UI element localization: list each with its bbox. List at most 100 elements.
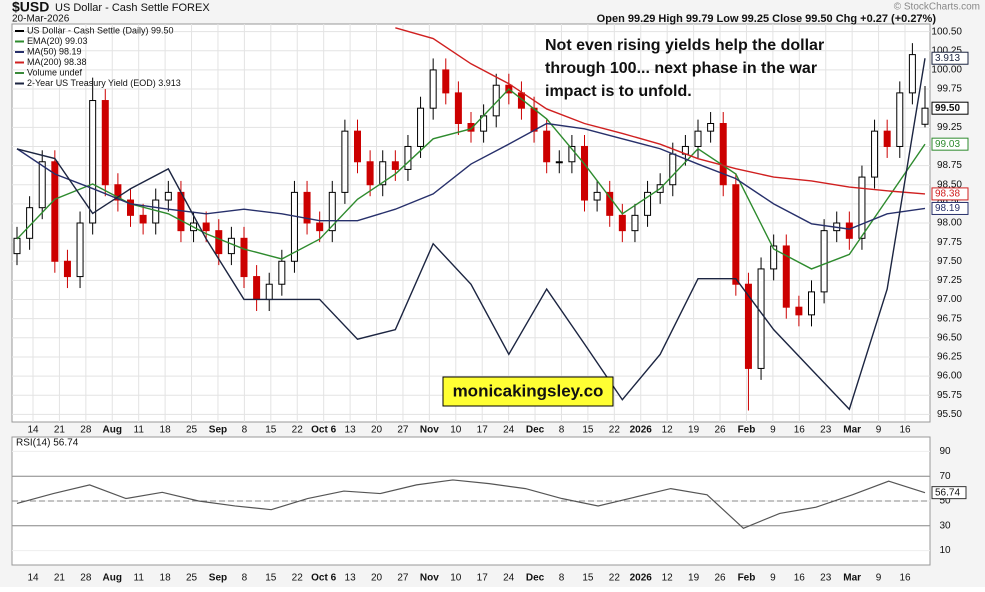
candle-body bbox=[391, 161, 399, 170]
x-tick-label: Feb bbox=[738, 573, 756, 584]
last-value-box bbox=[931, 51, 969, 65]
candle-body bbox=[240, 237, 248, 278]
candle-body bbox=[631, 214, 639, 232]
x-tick-label: 26 bbox=[714, 573, 726, 584]
y-tick-label: 100.50 bbox=[931, 26, 962, 37]
last-value-box bbox=[931, 187, 969, 201]
candle-body bbox=[896, 92, 904, 147]
x-tick-label: 17 bbox=[477, 425, 489, 436]
x-tick-label: Dec bbox=[526, 425, 545, 436]
candle-body bbox=[164, 191, 172, 201]
x-tick-label: Nov bbox=[420, 425, 439, 436]
y-tick-label: 95.50 bbox=[937, 409, 962, 420]
y-tick-label: 96.50 bbox=[937, 332, 962, 343]
x-tick-label: 9 bbox=[770, 573, 776, 584]
legend-label: EMA(20) 99.03 bbox=[27, 36, 88, 46]
y-tick-label: 97.25 bbox=[937, 275, 962, 286]
legend-label: US Dollar - Cash Settle (Daily) 99.50 bbox=[27, 25, 174, 35]
candle-body bbox=[908, 54, 916, 94]
y-tick-label: 99.25 bbox=[937, 122, 962, 133]
y-tick-label: 30 bbox=[939, 520, 951, 531]
x-tick-label: Aug bbox=[103, 425, 122, 436]
x-tick-label: 14 bbox=[27, 573, 39, 584]
date: 20-Mar-2026 bbox=[12, 14, 70, 25]
x-tick-label: 2026 bbox=[630, 573, 653, 584]
y-tick-label: 100.25 bbox=[931, 45, 962, 56]
candle-body bbox=[744, 283, 752, 369]
candle-body bbox=[669, 153, 677, 186]
legend-label: 2-Year US Treasury Yield (EOD) 3.913 bbox=[27, 78, 181, 88]
candle-body bbox=[795, 306, 803, 316]
x-tick-label: 13 bbox=[345, 425, 357, 436]
candle-body bbox=[278, 260, 286, 285]
x-tick-label: 18 bbox=[160, 425, 172, 436]
x-tick-label: 16 bbox=[794, 573, 806, 584]
candle-body bbox=[114, 184, 122, 201]
y-tick-label: 95.75 bbox=[937, 390, 962, 401]
watermark-box bbox=[442, 376, 614, 407]
x-tick-label: 20 bbox=[371, 573, 383, 584]
x-tick-label: 10 bbox=[450, 425, 462, 436]
y-tick-label: 96.00 bbox=[937, 371, 962, 382]
x-tick-label: 8 bbox=[559, 573, 565, 584]
x-tick-label: 2026 bbox=[630, 425, 653, 436]
x-tick-label: 22 bbox=[609, 573, 621, 584]
candle-body bbox=[820, 230, 828, 293]
candle-body bbox=[618, 214, 626, 232]
x-tick-label: 15 bbox=[582, 425, 594, 436]
x-tick-label: Aug bbox=[103, 573, 122, 584]
candle-body bbox=[215, 230, 223, 255]
candle-body bbox=[76, 222, 84, 278]
annotation: through 100... next phase in the war bbox=[545, 60, 817, 77]
candle-body bbox=[757, 268, 765, 369]
y-tick-label: 97.00 bbox=[937, 294, 962, 305]
x-tick-label: 14 bbox=[27, 425, 39, 436]
candle-body bbox=[568, 145, 576, 163]
legend-label: Volume undef bbox=[27, 67, 83, 77]
quote: Open 99.29 High 99.79 Low 99.25 Close 99… bbox=[597, 13, 937, 25]
annotation: impact is to unfold. bbox=[545, 83, 692, 100]
candle-body bbox=[555, 161, 563, 164]
candle-body bbox=[139, 214, 147, 224]
last-value-label: 99.50 bbox=[935, 103, 960, 114]
x-tick-label: 12 bbox=[662, 573, 674, 584]
x-tick-label: 21 bbox=[54, 425, 66, 436]
y-tick-label: 90 bbox=[939, 446, 951, 457]
x-tick-label: 18 bbox=[160, 573, 172, 584]
x-tick-label: 27 bbox=[397, 425, 409, 436]
credit: © StockCharts.com bbox=[894, 2, 980, 13]
x-tick-label: 15 bbox=[582, 573, 594, 584]
candle-body bbox=[366, 161, 374, 186]
candle-body bbox=[89, 100, 97, 224]
candle-body bbox=[101, 100, 109, 186]
candle-body bbox=[871, 130, 879, 178]
x-tick-label: 10 bbox=[450, 573, 462, 584]
watermark: monicakingsley.co bbox=[453, 381, 604, 400]
candle-body bbox=[732, 184, 740, 285]
y-tick-label: 98.00 bbox=[937, 218, 962, 229]
x-tick-label: 22 bbox=[292, 573, 304, 584]
candle-body bbox=[694, 130, 702, 147]
y-tick-label: 50 bbox=[939, 496, 951, 507]
candle-body bbox=[429, 69, 437, 109]
x-tick-label: 15 bbox=[265, 573, 277, 584]
y-tick-label: 10 bbox=[939, 545, 951, 556]
overlay-line bbox=[16, 88, 926, 270]
x-tick-label: 26 bbox=[714, 425, 726, 436]
x-tick-label: 20 bbox=[371, 425, 383, 436]
overlay-line bbox=[16, 58, 926, 411]
candle-body bbox=[63, 260, 71, 278]
x-tick-label: 8 bbox=[242, 573, 248, 584]
x-tick-label: 9 bbox=[770, 425, 776, 436]
candle-body bbox=[707, 123, 715, 132]
legend-label: MA(200) 98.38 bbox=[27, 57, 87, 67]
candle-body bbox=[593, 191, 601, 201]
legend-label: MA(50) 98.19 bbox=[27, 46, 82, 56]
x-tick-label: Nov bbox=[420, 573, 439, 584]
annotation: Not even rising yields help the dollar bbox=[545, 37, 824, 54]
panel-title: RSI(14) 56.74 bbox=[16, 438, 79, 449]
last-value-box bbox=[931, 486, 967, 500]
candle-body bbox=[404, 145, 412, 170]
x-tick-label: Oct 6 bbox=[311, 425, 336, 436]
